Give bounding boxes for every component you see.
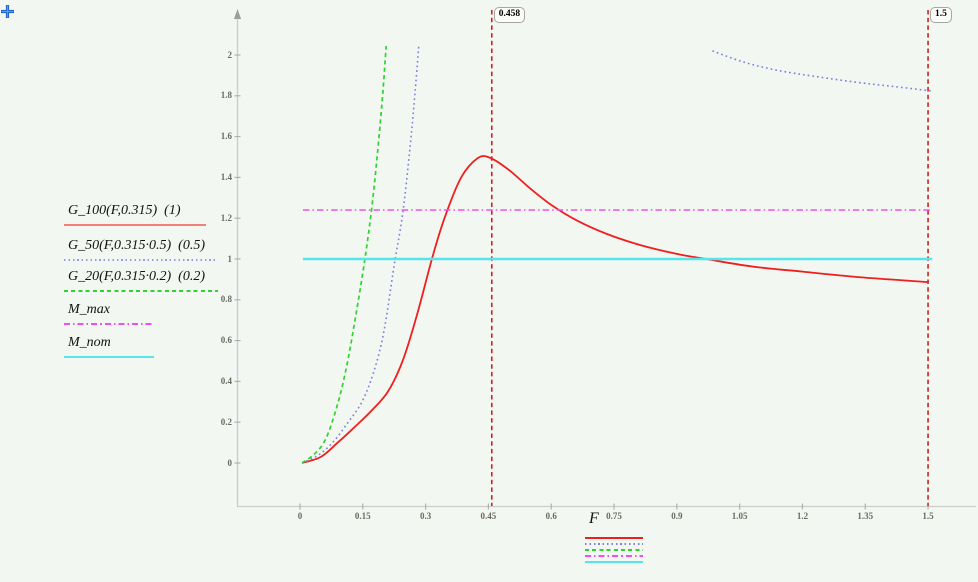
trace-swatch	[585, 537, 643, 539]
y-tick-label: 2	[227, 49, 233, 60]
legend-entry: M_nom	[64, 334, 154, 358]
y-tick-label: 1.8	[220, 90, 232, 101]
x-tick-label: 0.45	[480, 511, 497, 521]
y-tick-label: 0.6	[220, 335, 232, 346]
y-tick-label: 1.6	[220, 131, 232, 142]
y-tick-label: 1.4	[220, 171, 232, 182]
x-tick-label: 0.15	[354, 511, 371, 521]
legend-entry: G_100(F,0.315) (1)	[64, 202, 206, 226]
trace-2	[301, 46, 420, 464]
y-tick-label: 1	[227, 253, 233, 264]
x-tick-label: 0.6	[545, 511, 557, 521]
x-tick-label: 0.75	[606, 511, 622, 521]
axes	[233, 9, 976, 510]
trace-1	[301, 155, 929, 464]
legend-line-sample	[64, 290, 218, 292]
y-tick-label: 0.4	[220, 375, 232, 386]
y-tick-label: 0	[227, 457, 233, 468]
legend-label: M_nom	[68, 335, 111, 350]
trace-2	[712, 50, 932, 92]
trace-swatch	[585, 549, 643, 551]
legend-label: G_20(F,0.315·0.2) (0.2)	[68, 269, 206, 284]
trace-3	[301, 46, 388, 464]
y-tick-label: 1.2	[220, 212, 232, 223]
marker-value-box[interactable]: 1.5	[930, 7, 952, 23]
legend-line-sample	[64, 356, 154, 358]
x-tick-label: 0.9	[671, 511, 683, 521]
x-tick-label: 1.35	[857, 511, 874, 521]
x-tick-label: 1.05	[731, 511, 748, 521]
x-tick-label: 1.5	[922, 511, 934, 521]
legend-label: G_100(F,0.315) (1)	[68, 203, 181, 218]
marker-value-box[interactable]: 0.458	[493, 7, 526, 23]
legend-line-sample	[64, 259, 218, 261]
legend-label: M_max	[68, 302, 110, 317]
legend-entry: M_max	[64, 301, 154, 325]
x-axis-title: F	[589, 510, 599, 527]
legend-entry: G_20(F,0.315·0.2) (0.2)	[64, 268, 218, 292]
trace-swatch	[585, 543, 643, 545]
x-tick-label: 1.2	[796, 511, 809, 521]
y-tick-label: 0.8	[220, 294, 232, 305]
trace-swatch	[585, 561, 643, 563]
insertion-cursor-icon[interactable]	[0, 4, 15, 19]
y-tick-label: 0.2	[220, 416, 232, 427]
x-tick-label: 0.3	[419, 511, 432, 521]
x-tick-label: 0	[297, 511, 303, 521]
legend-line-sample	[64, 224, 206, 226]
trace-swatch	[585, 555, 643, 557]
legend-label: G_50(F,0.315·0.5) (0.5)	[68, 238, 206, 253]
legend-line-sample	[64, 323, 154, 325]
legend-entry: G_50(F,0.315·0.5) (0.5)	[64, 237, 218, 261]
